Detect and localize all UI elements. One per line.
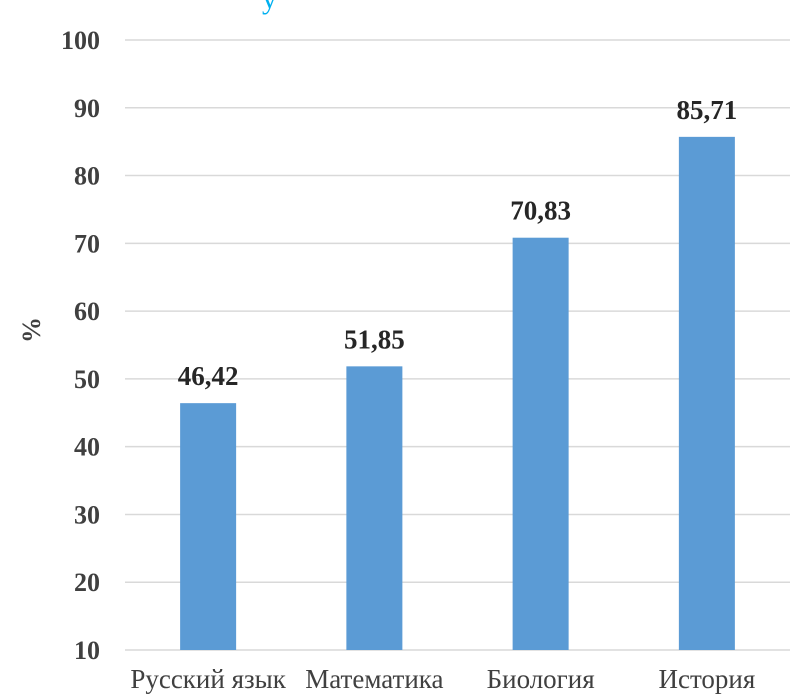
data-label: 85,71 [677, 95, 738, 125]
y-tick-label: 50 [74, 365, 100, 394]
y-tick-label: 100 [61, 26, 100, 55]
bar [346, 366, 403, 650]
bar [512, 237, 569, 651]
x-category-label: Русский язык [130, 664, 286, 694]
y-tick-label: 30 [74, 500, 100, 529]
data-label: 51,85 [344, 324, 405, 354]
x-axis-categories: Русский язык Математика Биология История [130, 664, 755, 694]
data-label: 70,83 [510, 196, 571, 226]
y-tick-label: 20 [74, 568, 100, 597]
y-tick-label: 70 [74, 229, 100, 258]
y-tick-label: 40 [74, 433, 100, 462]
x-category-label: История [658, 664, 755, 694]
bar [678, 136, 735, 651]
y-tick-label: 60 [74, 297, 100, 326]
y-axis-ticks: 10 20 30 40 50 60 70 80 90 100 [61, 26, 100, 665]
x-category-label: Биология [487, 664, 595, 694]
chart-title-fragment: у [262, 0, 277, 15]
bars [180, 136, 735, 651]
bar [180, 403, 237, 650]
y-tick-label: 90 [74, 94, 100, 123]
data-labels: 46,42 51,85 70,83 85,71 [178, 95, 738, 391]
y-tick-label: 10 [74, 636, 100, 665]
y-tick-label: 80 [74, 162, 100, 191]
x-category-label: Математика [305, 664, 443, 694]
data-label: 46,42 [178, 361, 239, 391]
y-axis-title: % [17, 317, 46, 343]
